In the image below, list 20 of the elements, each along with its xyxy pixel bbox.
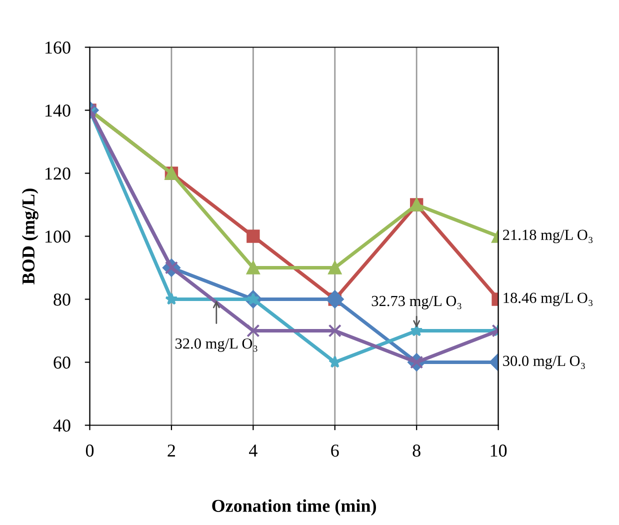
x-tick-label: 6 xyxy=(331,444,339,457)
series-label: 30.0 mg/L O₃ xyxy=(503,356,585,370)
series-label: 32.73 mg/L O₃ xyxy=(372,296,462,310)
y-tick-label: 160 xyxy=(46,42,70,54)
x-tick-label: 2 xyxy=(168,444,175,457)
x-tick-label: 8 xyxy=(412,444,420,457)
y-tick-label: 80 xyxy=(54,294,70,306)
series-label: 18.46 mg/L O₃ xyxy=(504,292,593,306)
y-tick-label: 140 xyxy=(46,104,70,117)
y-axis-title: BOD (mg/L) xyxy=(22,188,38,284)
series-label: 32.0 mg/L O₃ xyxy=(176,338,258,352)
series-label: 21.18 mg/L O₃ xyxy=(503,230,593,244)
x-axis-title: Ozonation time (min) xyxy=(212,499,376,516)
y-tick-label: 60 xyxy=(54,356,70,369)
y-tick-label: 40 xyxy=(53,420,70,432)
x-tick-label: 4 xyxy=(249,444,258,457)
y-tick-label: 100 xyxy=(46,230,70,243)
y-tick-label: 120 xyxy=(46,168,70,180)
x-tick-label: 0 xyxy=(86,444,94,457)
x-tick-label: 10 xyxy=(490,444,507,457)
